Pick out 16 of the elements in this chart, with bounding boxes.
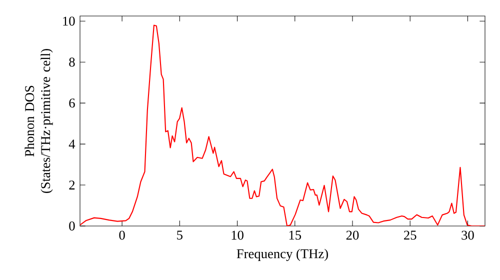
y-tick-label: 0 bbox=[69, 222, 75, 230]
y-tick-label: 10 bbox=[63, 16, 75, 26]
x-tick-label: 5 bbox=[177, 230, 182, 240]
x-tick-label: 20 bbox=[346, 230, 359, 240]
y-axis-title: Phonon DOS (States/THz·primitive cell) bbox=[24, 49, 53, 193]
x-tick-label: 10 bbox=[232, 230, 244, 240]
line-series bbox=[80, 24, 485, 226]
x-tick-label: 30 bbox=[462, 230, 474, 240]
y-tick-label: 4 bbox=[68, 140, 76, 148]
x-tick-label: 25 bbox=[404, 230, 416, 240]
y-tick-label: 2 bbox=[69, 180, 75, 190]
y-tick-label: 8 bbox=[69, 58, 75, 67]
x-tick-label: 0 bbox=[119, 230, 125, 240]
y-tick-label: 6 bbox=[69, 98, 75, 108]
x-tick-label: 15 bbox=[289, 230, 302, 240]
x-axis-title: Frequency (THz) bbox=[236, 248, 328, 261]
